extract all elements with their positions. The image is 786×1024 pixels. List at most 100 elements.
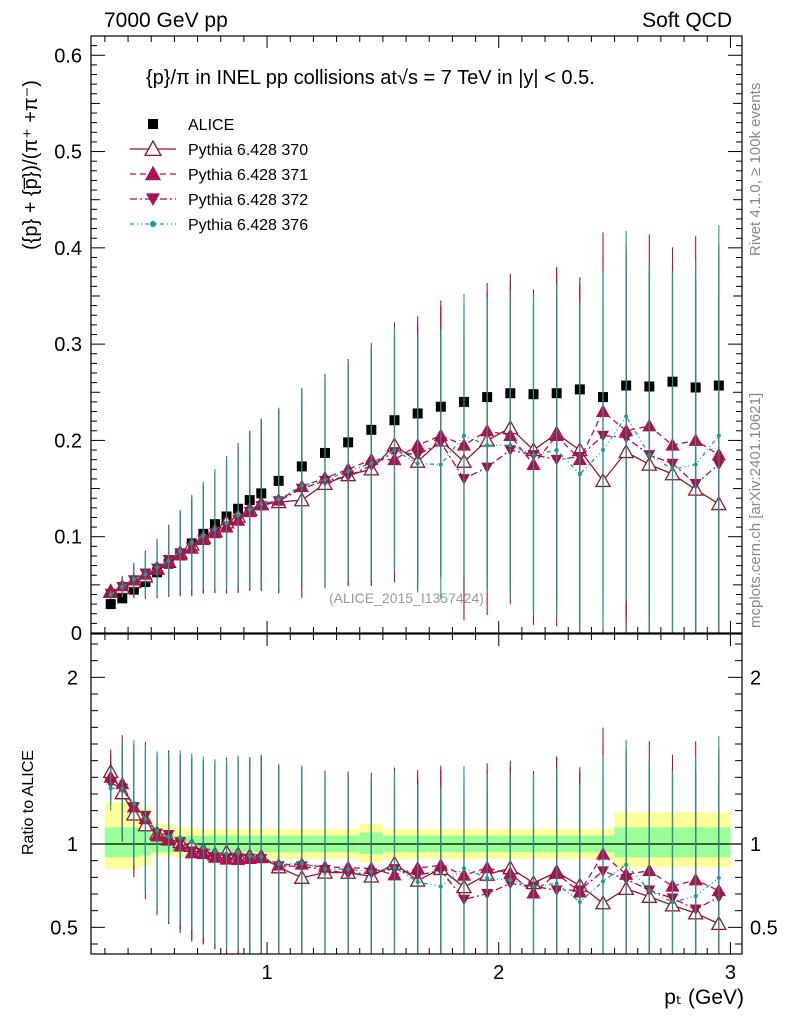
mc-data-point (201, 533, 206, 538)
y-tick-label: 0 (71, 623, 82, 645)
legend-entry: Pythia 6.428 370 (130, 139, 308, 159)
mc-data-point (259, 501, 264, 506)
ratio-point (624, 862, 629, 867)
mc-data-point (276, 497, 281, 502)
mc-data-point (189, 540, 194, 545)
ratio-point (120, 786, 125, 791)
ratio-point (247, 854, 252, 859)
y-tick-label: 0.1 (54, 527, 82, 549)
mc-data-point (299, 483, 304, 488)
ratio-point (531, 884, 536, 889)
x-tick-label: 2 (493, 962, 504, 984)
legend-marker (150, 221, 156, 227)
alice-data-point (117, 593, 128, 604)
ratio-point (224, 851, 229, 856)
ratio-point (189, 840, 194, 845)
ratio-point (600, 879, 605, 884)
mc-data-point (415, 461, 420, 466)
mc-data-point (224, 521, 229, 526)
ratio-y-tick-label: 0.5 (50, 917, 78, 939)
ratio-point (236, 851, 241, 856)
x-axis-label: pₜ (GeV) (664, 986, 744, 1009)
header-left-label: 7000 GeV pp (104, 9, 228, 32)
header-right-label: Soft QCD (642, 9, 732, 32)
ratio-y-tick-label-right: 0.5 (750, 917, 778, 939)
y-tick-label: 0.2 (54, 430, 82, 452)
mc-data-point (236, 513, 241, 518)
ratio-y-tick-label-right: 1 (750, 834, 761, 856)
axes-frames: 1 2 3 0 0.1 0.2 0.3 0.4 0.5 0.6 0.5 0.5 1 1 2 2 (50, 35, 778, 984)
ratio-point (670, 900, 675, 905)
ratio-point (143, 816, 148, 821)
ratio-point (415, 880, 420, 885)
ratio-series-line (110, 787, 720, 903)
legend-label: Pythia 6.428 376 (188, 217, 308, 234)
ratio-point (155, 828, 160, 833)
mc-data-point (670, 467, 675, 472)
ratio-series-layer (102, 727, 727, 954)
ratio-point (716, 875, 721, 880)
legend-entry: Pythia 6.428 372 (130, 192, 308, 209)
ratio-y-tick-label: 2 (67, 667, 78, 689)
legend-marker (143, 139, 163, 157)
mc-data-point (693, 462, 698, 467)
ratio-uncertainty-bands (91, 802, 742, 869)
mc-data-point (120, 584, 125, 589)
ratio-point (438, 884, 443, 889)
ratio-y-tick-label-right: 2 (750, 667, 761, 689)
ratio-point (508, 878, 513, 883)
series-line (110, 434, 720, 595)
rivet-version-label: Rivet 4.1.0, ≥ 100k events (747, 82, 764, 256)
mc-data-point (716, 433, 721, 438)
ratio-point (212, 849, 217, 854)
ratio-point (693, 894, 698, 899)
legend-label: Pythia 6.428 371 (188, 167, 308, 184)
ratio-point (166, 835, 171, 840)
ratio-point (201, 845, 206, 850)
legend-marker (144, 165, 162, 181)
legend-label: Pythia 6.428 370 (188, 142, 308, 159)
series-line (110, 415, 720, 596)
ratio-point (276, 862, 281, 867)
ratio-point (485, 876, 490, 881)
ratio-point (131, 801, 136, 806)
legend-marker (146, 193, 160, 206)
y-tick-label: 0.4 (54, 238, 82, 260)
main-y-axis-label: ({p} + {p̅})/(π⁺ +π⁻) (20, 80, 42, 250)
ratio-y-axis-label: Ratio to ALICE (20, 750, 37, 855)
mc-data-point (247, 507, 252, 512)
plot-title: {p}/π in INEL pp collisions at√s = 7 TeV… (146, 67, 595, 89)
mc-data-point (108, 592, 113, 597)
mc-data-point (212, 527, 217, 532)
mc-data-point (131, 577, 136, 582)
ratio-point (346, 867, 351, 872)
legend-entry: ALICE (148, 117, 234, 134)
ratio-point (647, 888, 652, 893)
ratio-point (461, 866, 466, 871)
ratio-point (392, 865, 397, 870)
mc-data-point (554, 448, 559, 453)
mc-data-point (624, 414, 629, 419)
mc-data-point (392, 448, 397, 453)
ratio-point (554, 881, 559, 886)
ratio-y-tick-label: 1 (67, 834, 78, 856)
legend-label: Pythia 6.428 372 (188, 192, 308, 209)
mc-data-point (531, 452, 536, 457)
mc-data-point (508, 443, 513, 448)
legend-entry: Pythia 6.428 376 (130, 217, 308, 234)
mc-data-point (600, 448, 605, 453)
y-tick-label: 0.3 (54, 334, 82, 356)
x-tick-label: 3 (725, 962, 736, 984)
mc-data-point (577, 472, 582, 477)
alice-data-point (105, 599, 116, 610)
mc-data-point (178, 549, 183, 554)
ratio-series-line (110, 771, 720, 925)
mc-data-point (346, 469, 351, 474)
legend-entry: Pythia 6.428 371 (130, 165, 308, 184)
legend-marker (148, 119, 158, 129)
mc-data-point (647, 452, 652, 457)
y-tick-label: 0.6 (54, 45, 82, 67)
y-tick-label: 0.5 (54, 142, 82, 164)
mc-data-point (155, 565, 160, 570)
